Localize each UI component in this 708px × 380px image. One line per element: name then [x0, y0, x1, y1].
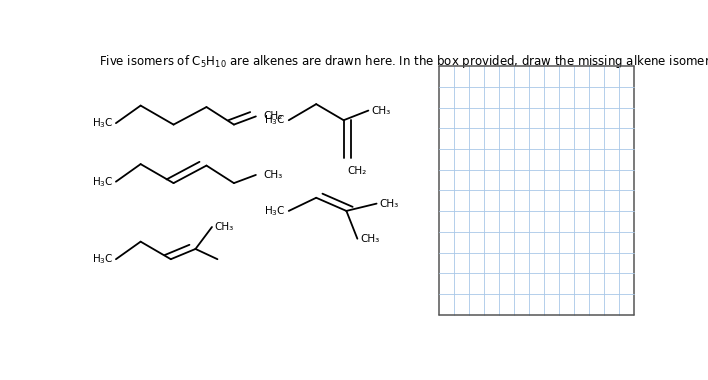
Text: H$_3$C: H$_3$C [91, 116, 113, 130]
Text: H$_3$C: H$_3$C [91, 175, 113, 188]
Text: CH₃: CH₃ [371, 106, 390, 116]
Text: CH₃: CH₃ [263, 170, 282, 180]
Text: CH₂: CH₂ [263, 111, 282, 121]
Text: H$_3$C: H$_3$C [91, 252, 113, 266]
Text: H$_3$C: H$_3$C [265, 113, 286, 127]
Text: CH₃: CH₃ [360, 234, 379, 244]
Text: H$_3$C: H$_3$C [265, 204, 286, 218]
Text: CH₃: CH₃ [215, 222, 234, 232]
Text: CH₃: CH₃ [379, 199, 399, 209]
Text: Five isomers of C$_5$H$_{10}$ are alkenes are drawn here. In the box provided, d: Five isomers of C$_5$H$_{10}$ are alkene… [99, 53, 708, 70]
Text: CH₂: CH₂ [348, 166, 367, 176]
